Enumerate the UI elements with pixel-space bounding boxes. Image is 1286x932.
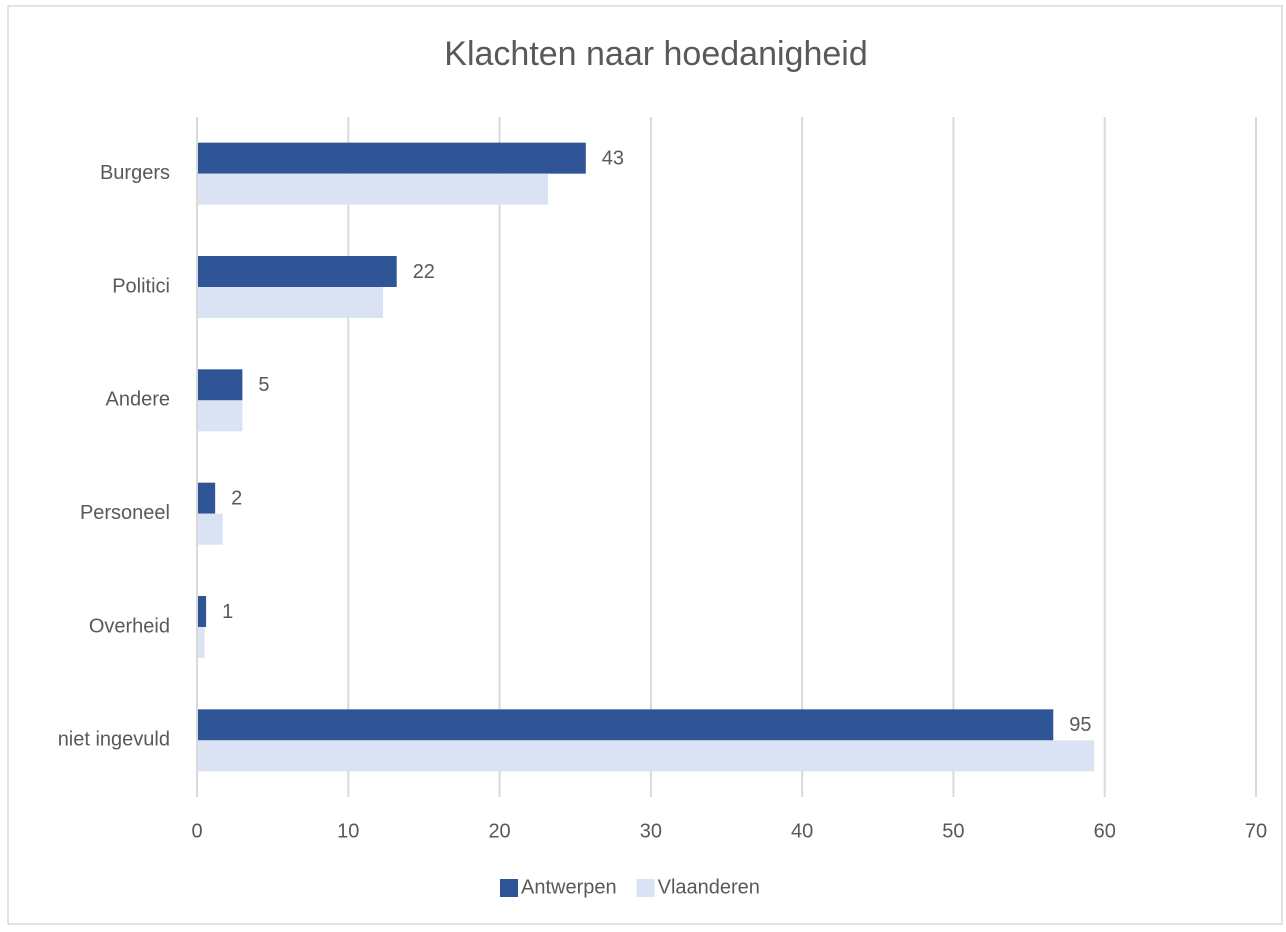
- x-tick-label: 40: [791, 820, 813, 842]
- legend-swatch: [636, 879, 655, 897]
- x-tick-label: 30: [640, 820, 662, 842]
- bar: [197, 513, 223, 545]
- bar: [197, 400, 243, 432]
- data-label: 95: [1069, 714, 1091, 736]
- bar: [197, 740, 1095, 772]
- x-tick-label: 10: [337, 820, 359, 842]
- bar: [197, 287, 384, 318]
- y-tick-label: Personeel: [80, 502, 170, 524]
- chart-title: Klachten naar hoedanigheid: [444, 35, 867, 73]
- y-tick-label: niet ingevuld: [58, 729, 170, 751]
- data-label: 5: [258, 374, 269, 396]
- x-tick-label: 20: [488, 820, 510, 842]
- bar: [197, 482, 216, 514]
- data-label: 2: [231, 487, 242, 509]
- bar: [197, 142, 586, 174]
- bar: [197, 173, 548, 205]
- x-tick-label: 0: [191, 820, 202, 842]
- legend-swatch: [500, 879, 518, 897]
- bar: [197, 627, 205, 658]
- x-tick-label: 60: [1094, 820, 1116, 842]
- y-tick-label: Overheid: [89, 615, 170, 637]
- bar: [197, 709, 1054, 741]
- data-label: 1: [222, 601, 233, 623]
- legend-label: Vlaanderen: [658, 876, 760, 898]
- bar: [197, 596, 207, 627]
- bar: [197, 256, 397, 287]
- y-tick-label: Andere: [106, 389, 171, 411]
- x-tick-label: 50: [942, 820, 964, 842]
- y-tick-label: Burgers: [100, 162, 170, 184]
- bar: [197, 369, 243, 401]
- x-tick-label: 70: [1245, 820, 1267, 842]
- data-label: 22: [413, 261, 435, 283]
- legend-label: Antwerpen: [521, 876, 617, 898]
- y-tick-label: Politici: [112, 275, 170, 297]
- data-label: 43: [602, 147, 624, 169]
